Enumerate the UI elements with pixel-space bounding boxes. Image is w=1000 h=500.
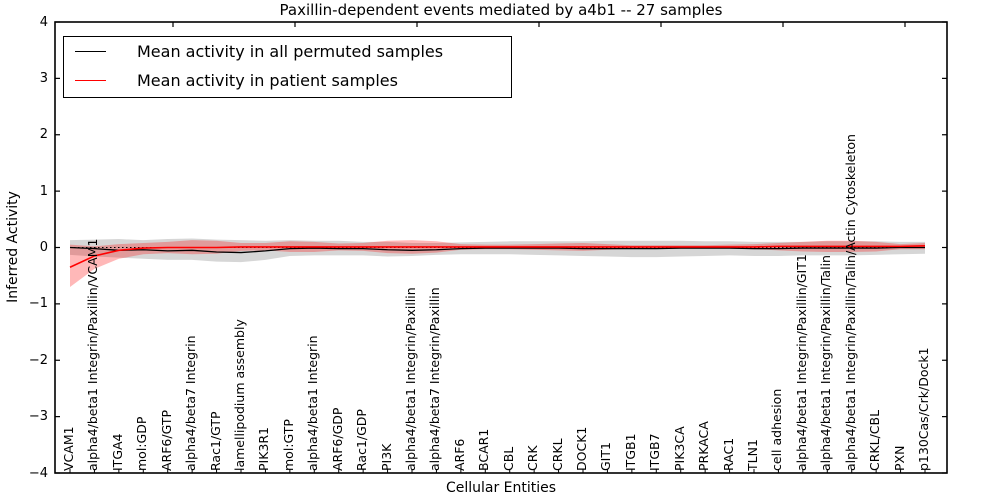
x-tick-label: CRKL/CBL bbox=[867, 409, 883, 471]
y-tick-label: −4 bbox=[28, 465, 48, 481]
x-tick-label: ARF6/GTP bbox=[158, 409, 174, 471]
x-tick-label: mol:GDP bbox=[134, 416, 150, 471]
patient-line-swatch-icon bbox=[75, 80, 106, 81]
x-tick-label: VCAM1 bbox=[61, 426, 76, 471]
x-tick-label: PIK3CA bbox=[671, 426, 687, 471]
y-tick-label: −3 bbox=[28, 409, 48, 425]
x-tick-label: ITGB1 bbox=[622, 433, 638, 471]
legend-entry-permuted: Mean activity in all permuted samples bbox=[64, 37, 511, 66]
legend-label-permuted: Mean activity in all permuted samples bbox=[137, 42, 444, 61]
y-tick-label: 0 bbox=[39, 240, 48, 255]
x-tick-label: alpha4/beta1 Integrin/Paxillin/Talin bbox=[818, 255, 834, 471]
x-tick-label: alpha4/beta1 Integrin/Paxillin bbox=[403, 287, 418, 471]
x-tick-label: CRK bbox=[525, 445, 541, 471]
y-tick-label: −1 bbox=[28, 296, 48, 312]
x-tick-label: alpha4/beta1 Integrin/Paxillin/VCAM1 bbox=[85, 238, 101, 471]
x-tick-label: RAC1 bbox=[720, 437, 736, 471]
x-tick-label: alpha4/beta1 Integrin/Paxillin/GIT1 bbox=[793, 254, 809, 471]
permuted-mean-line bbox=[69, 246, 925, 254]
y-tick-label: 2 bbox=[39, 127, 48, 143]
x-tick-label: DOCK1 bbox=[574, 426, 589, 471]
x-tick-label: alpha4/beta1 Integrin/Paxillin/Talin/Act… bbox=[842, 134, 858, 471]
permuted-line-swatch-icon bbox=[75, 51, 106, 52]
x-axis-label: Cellular Entities bbox=[445, 480, 557, 496]
x-tick-label: TLN1 bbox=[745, 439, 760, 471]
permuted-band bbox=[70, 238, 925, 263]
x-tick-label: CRKL bbox=[549, 438, 565, 471]
x-tick-label: ARF6 bbox=[451, 438, 467, 471]
x-tick-label: PI3K bbox=[378, 443, 394, 471]
x-tick-label: alpha4/beta1 Integrin bbox=[305, 335, 321, 471]
x-tick-label: BCAR1 bbox=[476, 428, 492, 471]
x-tick-label: GIT1 bbox=[598, 442, 614, 471]
legend: Mean activity in all permuted samples Me… bbox=[63, 36, 512, 98]
x-tick-label: ARF6/GDP bbox=[329, 407, 345, 471]
x-tick-label: lamellipodium assembly bbox=[232, 319, 247, 471]
patient-band bbox=[70, 240, 925, 287]
legend-entry-patient: Mean activity in patient samples bbox=[64, 66, 511, 95]
y-tick-label: 4 bbox=[39, 14, 48, 30]
y-tick-label: 1 bbox=[39, 183, 48, 199]
x-tick-label: alpha4/beta7 Integrin/Paxillin bbox=[427, 287, 443, 471]
x-tick-label: mol:GTP bbox=[280, 419, 296, 471]
patient-mean-line bbox=[69, 245, 926, 268]
x-tick-label: ITGA4 bbox=[109, 433, 125, 471]
y-tick-label: −2 bbox=[28, 352, 48, 368]
x-tick-label: alpha4/beta7 Integrin bbox=[183, 335, 199, 471]
y-tick-label: 3 bbox=[39, 70, 48, 86]
x-tick-label: PXN bbox=[891, 445, 907, 471]
x-tick-label: CBL bbox=[500, 446, 516, 471]
x-tick-label: Rac1/GTP bbox=[207, 411, 223, 471]
legend-label-patient: Mean activity in patient samples bbox=[137, 71, 398, 90]
x-tick-label: PRKACA bbox=[696, 421, 712, 471]
chart-title: Paxillin-dependent events mediated by a4… bbox=[279, 1, 723, 19]
x-tick-label: ITGB7 bbox=[647, 433, 663, 471]
x-tick-label: cell adhesion bbox=[769, 388, 785, 471]
x-tick-label: PIK3R1 bbox=[256, 426, 272, 471]
x-tick-label: Rac1/GDP bbox=[354, 409, 370, 471]
x-tick-label: p130Cas/Crk/Dock1 bbox=[916, 347, 931, 471]
